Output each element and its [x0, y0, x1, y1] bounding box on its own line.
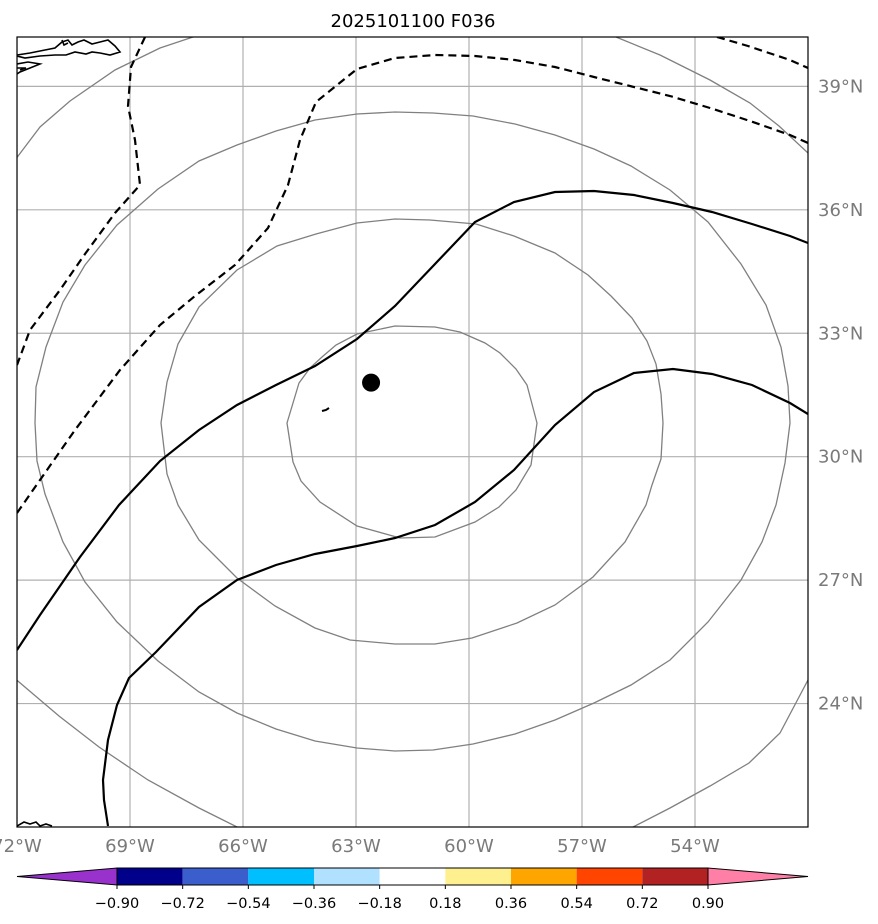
colorbar-extend-max [707, 867, 809, 886]
colorbar-tick-label: 0.18 [429, 896, 461, 912]
colorbar-cell [314, 868, 380, 885]
lat-tick-label: 24°N [818, 694, 863, 715]
colorbar-tick-label: 0.36 [495, 896, 527, 912]
colorbar-cell [182, 868, 249, 885]
colorbar-tick-label: −0.18 [357, 896, 401, 912]
range-ring-4 [613, 37, 808, 154]
map-frame [16, 36, 809, 828]
colorbar-cell [248, 868, 314, 885]
storm-center-marker [362, 373, 381, 392]
map-title: 2025101100 F036 [331, 11, 496, 32]
colorbar: −0.90 −0.72 −0.54 −0.36 −0.18 0.18 0.36 0.54 0.7… [16, 867, 809, 912]
longitude-labels: 72°W 69°W 66°W 63°W 60°W 57°W 54°W [0, 836, 720, 857]
coastline [17, 39, 330, 827]
lon-tick-label: 63°W [331, 836, 381, 857]
contour-dashed [716, 37, 808, 70]
contour-dashed [17, 53, 808, 514]
graticule [17, 37, 808, 827]
coastline-cape-cod [17, 61, 43, 75]
island-bermuda [321, 407, 330, 412]
coastline-bahamas [17, 821, 53, 827]
colorbar-tick-label: −0.90 [95, 896, 139, 912]
colorbar-tick-label: −0.36 [292, 896, 336, 912]
contour-dashed [17, 37, 146, 366]
colorbar-cell [379, 868, 446, 885]
lat-tick-label: 27°N [818, 570, 863, 591]
coastline-fragment [17, 67, 27, 71]
range-ring-2 [160, 218, 664, 645]
lon-tick-label: 66°W [218, 836, 268, 857]
range-ring-4 [17, 37, 196, 159]
lat-tick-label: 33°N [818, 323, 863, 344]
coastline-nova-scotia [17, 39, 122, 59]
lon-tick-label: 60°W [444, 836, 494, 857]
colorbar-tick-label: −0.54 [226, 896, 270, 912]
colorbar-cell [117, 868, 183, 885]
lat-tick-label: 30°N [818, 447, 863, 468]
contours [17, 37, 808, 827]
colorbar-cell [642, 868, 708, 885]
lon-tick-label: 72°W [0, 836, 42, 857]
contour-solid [17, 189, 808, 651]
latitude-labels: 24°N 27°N 30°N 33°N 36°N 39°N [818, 76, 863, 714]
contour-solid [101, 367, 808, 827]
colorbar-cell [445, 868, 511, 885]
colorbar-cell [511, 868, 577, 885]
map-background [17, 37, 808, 827]
colorbar-outline [116, 867, 709, 886]
colorbar-extend-min [16, 867, 118, 886]
lon-tick-label: 57°W [557, 836, 607, 857]
range-rings [17, 37, 808, 827]
range-ring-4 [631, 679, 808, 827]
range-ring-4 [17, 679, 239, 827]
lat-tick-label: 39°N [818, 76, 863, 97]
colorbar-tick-label: 0.54 [561, 896, 593, 912]
colorbar-tick-label: −0.72 [160, 896, 204, 912]
lon-tick-label: 54°W [670, 836, 720, 857]
lon-tick-label: 69°W [105, 836, 155, 857]
lat-tick-label: 36°N [818, 200, 863, 221]
range-ring-3 [34, 111, 791, 752]
colorbar-tick-label: 0.90 [692, 896, 724, 912]
colorbar-cell [576, 868, 643, 885]
coastline-islet [61, 39, 69, 47]
colorbar-tick-label: 0.72 [626, 896, 658, 912]
